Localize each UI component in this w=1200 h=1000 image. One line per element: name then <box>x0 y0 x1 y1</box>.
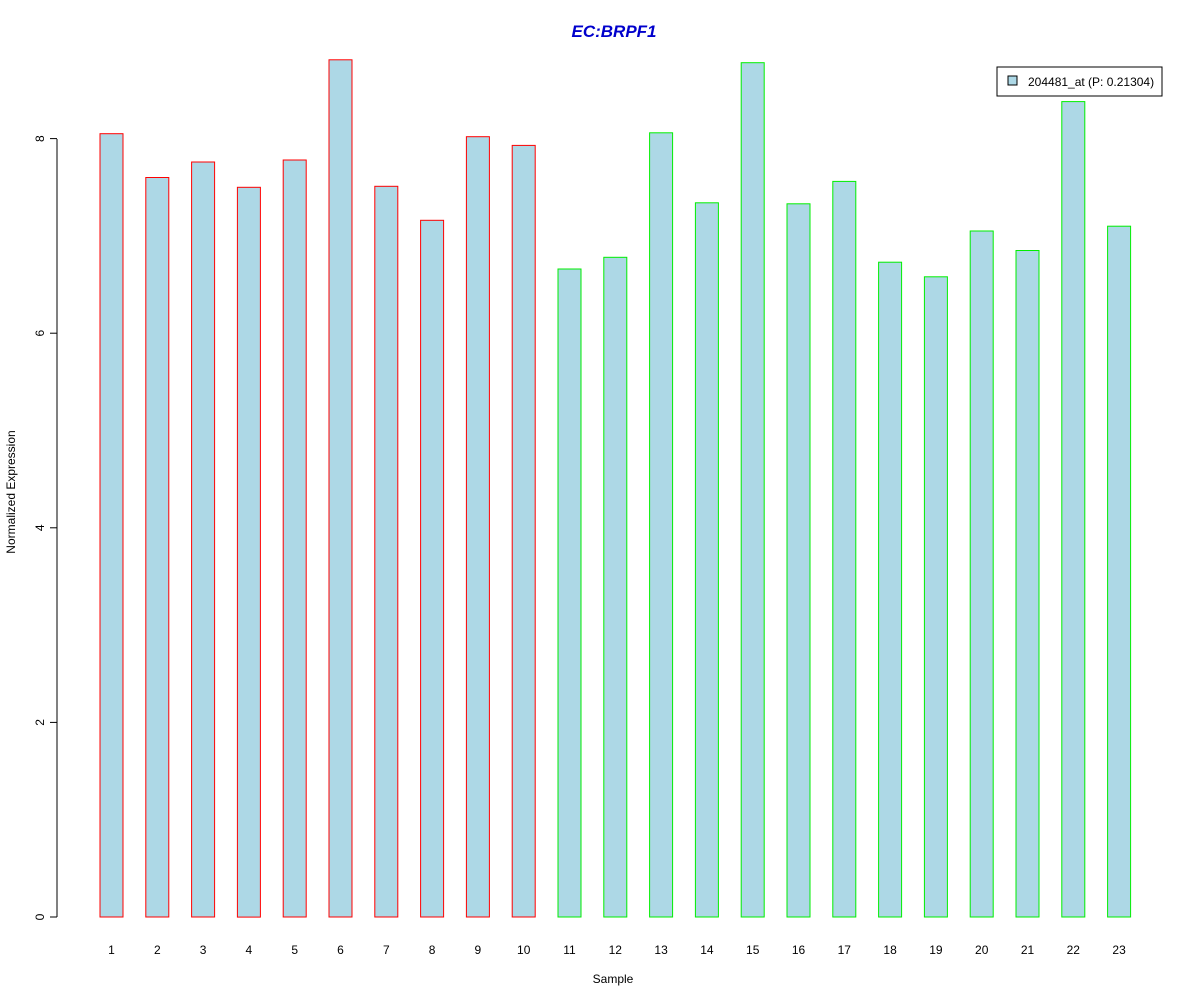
x-tick-label: 14 <box>700 943 714 957</box>
chart-title: EC:BRPF1 <box>571 22 656 41</box>
bar-sample-6 <box>328 59 353 918</box>
y-tick-label: 8 <box>33 135 47 142</box>
bar-sample-13 <box>649 132 674 918</box>
x-tick-label: 9 <box>475 943 482 957</box>
x-tick-label: 7 <box>383 943 390 957</box>
x-tick-label: 1 <box>108 943 115 957</box>
x-axis-label: Sample <box>593 972 634 986</box>
legend-swatch <box>1007 75 1018 86</box>
bar-sample-15 <box>740 62 765 918</box>
bar-sample-18 <box>878 261 903 918</box>
bar-sample-4 <box>236 186 261 918</box>
bar-sample-21 <box>1015 250 1040 918</box>
bar-sample-5 <box>282 159 307 918</box>
bar-sample-14 <box>694 202 719 918</box>
bars-layer <box>99 59 1132 918</box>
x-tick-label: 3 <box>200 943 207 957</box>
x-tick-label: 20 <box>975 943 989 957</box>
bar-sample-19 <box>923 276 948 918</box>
x-tick-label: 21 <box>1021 943 1035 957</box>
x-tick-label: 2 <box>154 943 161 957</box>
bar-sample-20 <box>969 230 994 918</box>
bar-sample-1 <box>99 133 124 918</box>
x-tick-label: 8 <box>429 943 436 957</box>
x-tick-label: 12 <box>609 943 623 957</box>
bar-sample-10 <box>511 144 536 918</box>
y-tick-label: 0 <box>33 913 47 920</box>
x-tick-label: 19 <box>929 943 943 957</box>
bar-sample-16 <box>786 203 811 918</box>
bar-sample-11 <box>557 268 582 918</box>
x-tick-label: 17 <box>838 943 852 957</box>
x-tick-label: 11 <box>563 943 576 957</box>
y-tick-label: 4 <box>33 524 47 531</box>
x-tick-label: 15 <box>746 943 760 957</box>
bar-sample-3 <box>191 161 216 918</box>
x-tick-label: 4 <box>246 943 253 957</box>
bar-sample-17 <box>832 180 857 918</box>
bar-sample-23 <box>1107 225 1132 918</box>
y-tick-label: 2 <box>33 719 47 726</box>
x-tick-label: 23 <box>1112 943 1126 957</box>
bar-sample-12 <box>603 256 628 918</box>
bar-sample-7 <box>374 185 399 918</box>
y-axis-label: Normalized Expression <box>4 430 18 553</box>
x-tick-label: 18 <box>883 943 897 957</box>
legend-box <box>996 66 1163 97</box>
bar-sample-9 <box>465 136 490 918</box>
bar-sample-8 <box>420 219 445 918</box>
x-tick-label: 22 <box>1067 943 1081 957</box>
x-tick-label: 6 <box>337 943 344 957</box>
x-tick-label: 13 <box>654 943 668 957</box>
x-tick-label: 5 <box>291 943 298 957</box>
x-tick-label: 16 <box>792 943 806 957</box>
legend-label: 204481_at (P: 0.21304) <box>1028 75 1154 89</box>
y-tick-label: 6 <box>33 330 47 337</box>
x-tick-labels: 1 2 3 4 5 6 7 8 9 10 11 12 13 14 15 16 17 18 19 20 21 22 23 <box>108 943 1126 957</box>
x-tick-label: 10 <box>517 943 531 957</box>
bar-sample-2 <box>145 177 170 918</box>
bar-sample-22 <box>1061 101 1086 918</box>
legend: 204481_at (P: 0.21304) <box>996 66 1163 97</box>
y-axis-ticks: 0 2 4 6 8 <box>33 135 57 920</box>
